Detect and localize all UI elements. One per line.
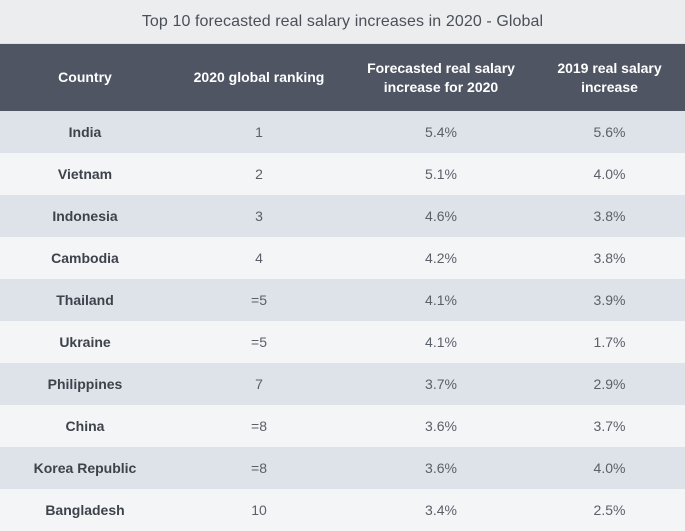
- forecast-2020-cell: 4.2%: [348, 237, 534, 279]
- country-cell: Vietnam: [0, 153, 170, 195]
- forecast-2020-cell: 4.6%: [348, 195, 534, 237]
- ranking-cell: 1: [170, 111, 348, 153]
- country-cell: Thailand: [0, 279, 170, 321]
- increase-2019-cell: 3.9%: [534, 279, 685, 321]
- ranking-cell: =8: [170, 405, 348, 447]
- country-cell: Philippines: [0, 363, 170, 405]
- table-row: Cambodia 4 4.2% 3.8%: [0, 237, 685, 279]
- table-row: Thailand =5 4.1% 3.9%: [0, 279, 685, 321]
- ranking-cell: =5: [170, 279, 348, 321]
- table-row: Philippines 7 3.7% 2.9%: [0, 363, 685, 405]
- table-body: India 1 5.4% 5.6% Vietnam 2 5.1% 4.0% Indonesia 3…: [0, 111, 685, 531]
- table-row: India 1 5.4% 5.6%: [0, 111, 685, 153]
- table-row: Indonesia 3 4.6% 3.8%: [0, 195, 685, 237]
- ranking-cell: 3: [170, 195, 348, 237]
- header-row: Country 2020 global ranking Forecasted r…: [0, 44, 685, 111]
- country-cell: Cambodia: [0, 237, 170, 279]
- column-header-country: Country: [0, 44, 170, 111]
- forecast-2020-cell: 5.4%: [348, 111, 534, 153]
- increase-2019-cell: 2.9%: [534, 363, 685, 405]
- increase-2019-cell: 2.5%: [534, 489, 685, 531]
- forecast-2020-cell: 3.6%: [348, 405, 534, 447]
- table-title: Top 10 forecasted real salary increases …: [0, 0, 685, 44]
- country-cell: Ukraine: [0, 321, 170, 363]
- table-row: Bangladesh 10 3.4% 2.5%: [0, 489, 685, 531]
- table-header: Country 2020 global ranking Forecasted r…: [0, 44, 685, 111]
- country-cell: Indonesia: [0, 195, 170, 237]
- forecast-2020-cell: 5.1%: [348, 153, 534, 195]
- increase-2019-cell: 3.8%: [534, 195, 685, 237]
- table-row: Korea Republic =8 3.6% 4.0%: [0, 447, 685, 489]
- forecast-2020-cell: 3.7%: [348, 363, 534, 405]
- ranking-cell: =8: [170, 447, 348, 489]
- ranking-cell: 7: [170, 363, 348, 405]
- increase-2019-cell: 3.7%: [534, 405, 685, 447]
- increase-2019-cell: 4.0%: [534, 153, 685, 195]
- table-row: Vietnam 2 5.1% 4.0%: [0, 153, 685, 195]
- ranking-cell: =5: [170, 321, 348, 363]
- increase-2019-cell: 5.6%: [534, 111, 685, 153]
- country-cell: Korea Republic: [0, 447, 170, 489]
- increase-2019-cell: 1.7%: [534, 321, 685, 363]
- column-header-increase-2019: 2019 real salary increase: [534, 44, 685, 111]
- ranking-cell: 10: [170, 489, 348, 531]
- table-row: Ukraine =5 4.1% 1.7%: [0, 321, 685, 363]
- column-header-forecast-2020: Forecasted real salary increase for 2020: [348, 44, 534, 111]
- forecast-2020-cell: 4.1%: [348, 279, 534, 321]
- ranking-cell: 2: [170, 153, 348, 195]
- country-cell: India: [0, 111, 170, 153]
- ranking-cell: 4: [170, 237, 348, 279]
- increase-2019-cell: 4.0%: [534, 447, 685, 489]
- increase-2019-cell: 3.8%: [534, 237, 685, 279]
- table-row: China =8 3.6% 3.7%: [0, 405, 685, 447]
- country-cell: China: [0, 405, 170, 447]
- forecast-2020-cell: 3.6%: [348, 447, 534, 489]
- forecast-2020-cell: 3.4%: [348, 489, 534, 531]
- country-cell: Bangladesh: [0, 489, 170, 531]
- column-header-ranking: 2020 global ranking: [170, 44, 348, 111]
- salary-table: Country 2020 global ranking Forecasted r…: [0, 44, 685, 531]
- forecast-2020-cell: 4.1%: [348, 321, 534, 363]
